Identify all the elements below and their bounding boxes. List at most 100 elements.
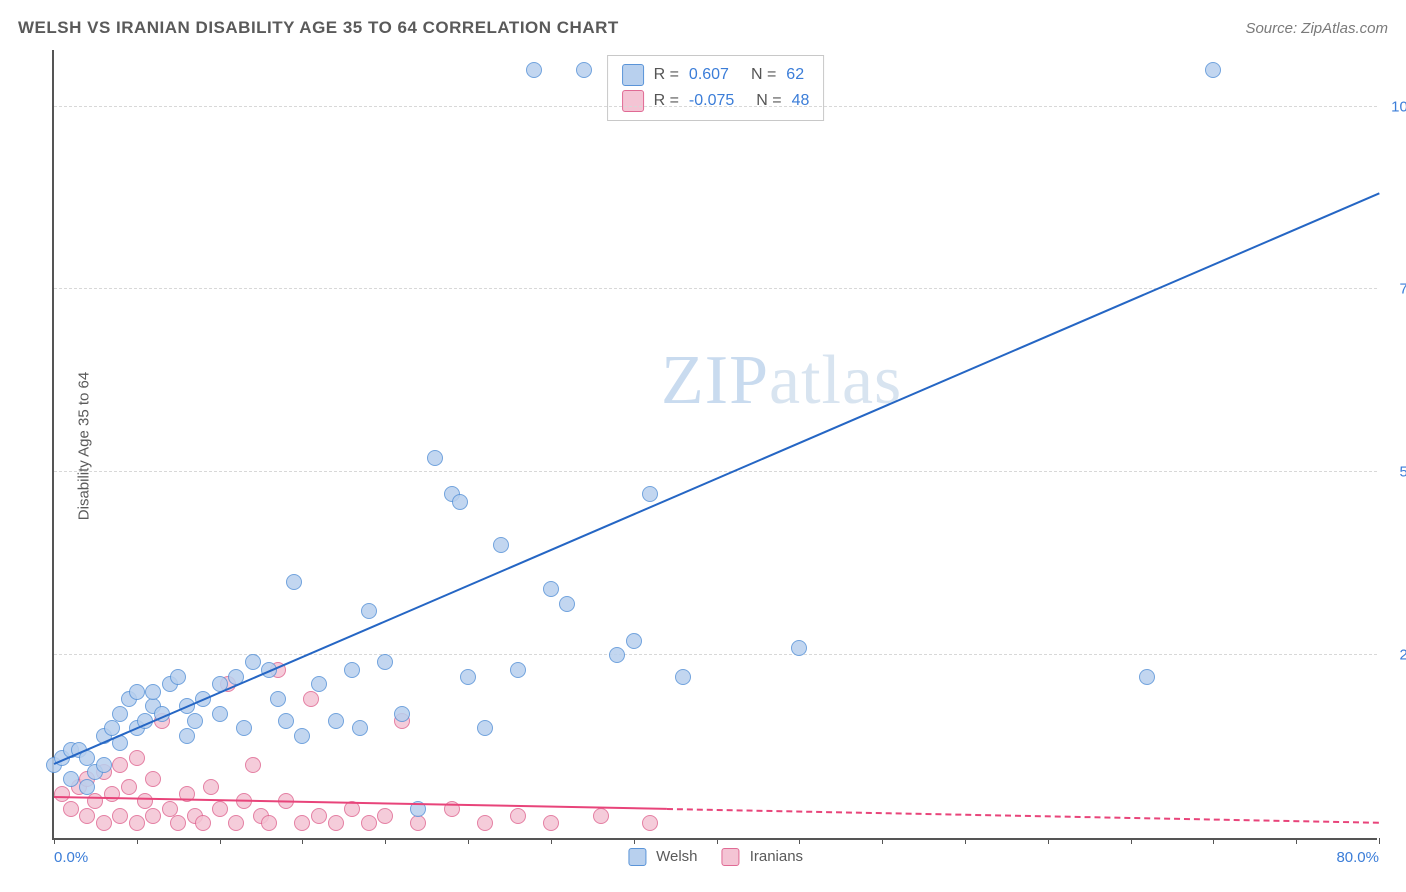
iranians-point (377, 808, 393, 824)
iranians-point (104, 786, 120, 802)
welsh-point (79, 779, 95, 795)
welsh-point (626, 633, 642, 649)
welsh-point (526, 62, 542, 78)
correlation-legend: R = 0.607 N = 62 R = -0.075 N = 48 (607, 55, 825, 121)
iranians-point (261, 815, 277, 831)
welsh-point (394, 706, 410, 722)
iranians-swatch-icon (622, 90, 644, 112)
welsh-r-value: 0.607 (689, 66, 729, 84)
iranians-point (112, 808, 128, 824)
iranians-point (54, 786, 70, 802)
welsh-point (328, 713, 344, 729)
gridline (54, 471, 1377, 472)
x-tick-label: 0.0% (54, 849, 88, 866)
iranians-point (543, 815, 559, 831)
iranians-point (96, 815, 112, 831)
welsh-swatch-icon (622, 64, 644, 86)
chart-title: WELSH VS IRANIAN DISABILITY AGE 35 TO 64… (18, 18, 619, 38)
x-tick-mark (137, 838, 138, 844)
x-tick-mark (468, 838, 469, 844)
r-label: R = (654, 66, 679, 84)
welsh-point (63, 771, 79, 787)
legend-row-iranians: R = -0.075 N = 48 (622, 88, 810, 114)
source-label: Source: ZipAtlas.com (1245, 20, 1388, 37)
welsh-point (675, 669, 691, 685)
welsh-label: Welsh (656, 848, 697, 865)
welsh-point (559, 596, 575, 612)
iranians-trendline (667, 808, 1379, 824)
gridline (54, 106, 1377, 107)
x-tick-mark (551, 838, 552, 844)
x-tick-mark (54, 838, 55, 844)
legend-item-iranians: Iranians (722, 848, 804, 866)
iranians-label: Iranians (750, 848, 803, 865)
welsh-point (477, 720, 493, 736)
iranians-point (510, 808, 526, 824)
x-tick-mark (1131, 838, 1132, 844)
iranians-point (245, 757, 261, 773)
iranians-point (477, 815, 493, 831)
welsh-point (311, 676, 327, 692)
welsh-point (493, 537, 509, 553)
welsh-point (294, 728, 310, 744)
iranians-swatch-icon (722, 848, 740, 866)
series-legend: Welsh Iranians (628, 848, 803, 866)
x-tick-mark (1296, 838, 1297, 844)
iranians-point (129, 815, 145, 831)
iranians-point (63, 801, 79, 817)
x-tick-label: 80.0% (1336, 849, 1379, 866)
y-tick-label: 100.0% (1382, 98, 1406, 115)
welsh-point (129, 684, 145, 700)
gridline (54, 288, 1377, 289)
y-tick-label: 50.0% (1382, 464, 1406, 481)
welsh-point (791, 640, 807, 656)
iranians-point (129, 750, 145, 766)
y-tick-label: 75.0% (1382, 281, 1406, 298)
x-tick-mark (717, 838, 718, 844)
legend-row-welsh: R = 0.607 N = 62 (622, 62, 810, 88)
iranians-point (145, 771, 161, 787)
x-tick-mark (1379, 838, 1380, 844)
welsh-point (187, 713, 203, 729)
welsh-point (609, 647, 625, 663)
iranians-point (137, 793, 153, 809)
welsh-point (460, 669, 476, 685)
welsh-point (361, 603, 377, 619)
iranians-point (593, 808, 609, 824)
iranians-n-value: 48 (792, 92, 810, 110)
x-tick-mark (220, 838, 221, 844)
iranians-point (79, 808, 95, 824)
welsh-n-value: 62 (786, 66, 804, 84)
welsh-point (112, 706, 128, 722)
iranians-point (162, 801, 178, 817)
welsh-point (236, 720, 252, 736)
n-label: N = (756, 92, 781, 110)
iranians-point (121, 779, 137, 795)
x-tick-mark (1048, 838, 1049, 844)
iranians-point (303, 691, 319, 707)
iranians-point (361, 815, 377, 831)
welsh-point (179, 728, 195, 744)
iranians-point (195, 815, 211, 831)
iranians-r-value: -0.075 (689, 92, 734, 110)
welsh-point (642, 486, 658, 502)
welsh-point (270, 691, 286, 707)
welsh-point (170, 669, 186, 685)
welsh-point (377, 654, 393, 670)
iranians-point (112, 757, 128, 773)
welsh-point (1205, 62, 1221, 78)
iranians-point (642, 815, 658, 831)
welsh-swatch-icon (628, 848, 646, 866)
welsh-point (344, 662, 360, 678)
iranians-point (294, 815, 310, 831)
welsh-point (278, 713, 294, 729)
x-tick-mark (634, 838, 635, 844)
y-tick-label: 25.0% (1382, 647, 1406, 664)
iranians-point (328, 815, 344, 831)
welsh-point (352, 720, 368, 736)
welsh-point (104, 720, 120, 736)
iranians-point (170, 815, 186, 831)
welsh-point (510, 662, 526, 678)
welsh-point (427, 450, 443, 466)
watermark: ZIPatlas (661, 341, 902, 421)
